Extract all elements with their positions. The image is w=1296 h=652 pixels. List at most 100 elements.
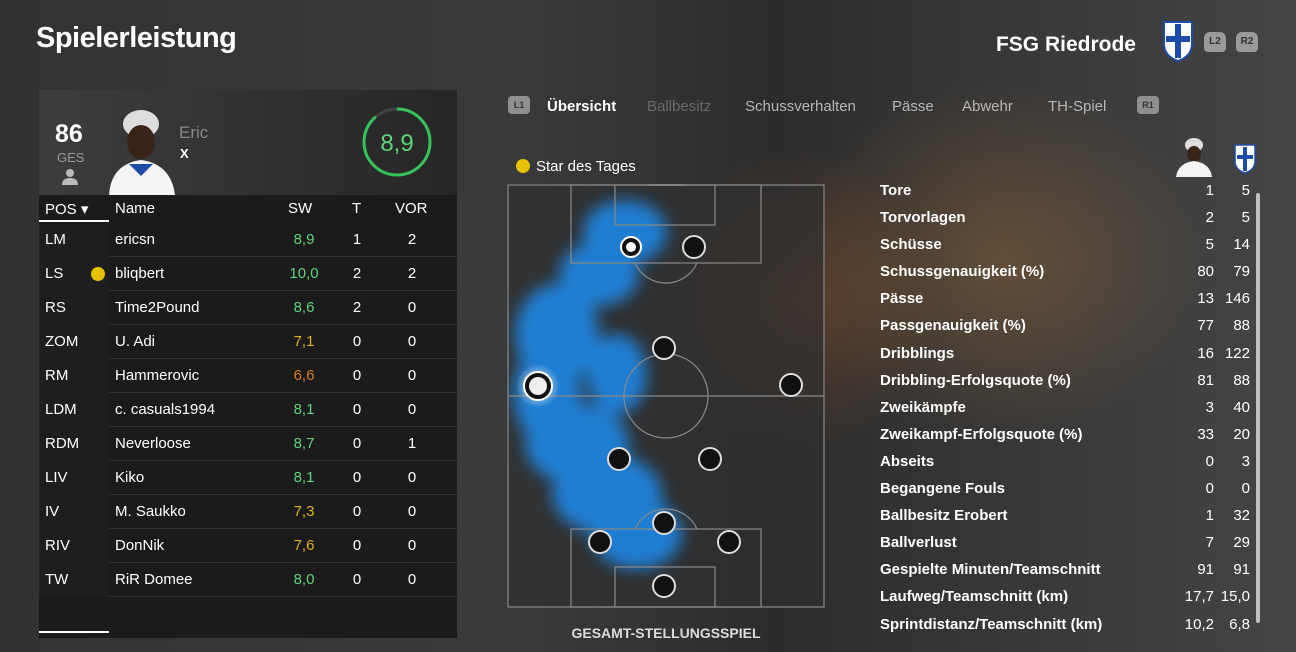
team-stat-value: 20 [1233, 425, 1250, 443]
club-name: FSG Riedrode [995, 33, 1136, 56]
overall-label: GES [57, 150, 85, 165]
pos-cell [39, 359, 109, 393]
position: ZOM [45, 333, 79, 350]
pos-cell [39, 325, 109, 359]
assists-value: 2 [407, 265, 417, 282]
vor-header: VOR [395, 200, 428, 217]
l2-button[interactable]: L2 [1204, 32, 1226, 52]
t-header: T [352, 200, 362, 217]
assists-value: 0 [407, 333, 417, 350]
table-row[interactable]: LIV Kiko 8,1 0 0 [39, 461, 457, 495]
stat-row: Torvorlagen 2 5 [880, 205, 1252, 232]
player-stat-value: 5 [1205, 236, 1214, 254]
pos-cell [39, 461, 109, 495]
pos-cell [39, 223, 109, 257]
stat-label: Abseits [880, 452, 935, 470]
team-stat-value: 15,0 [1220, 588, 1250, 606]
player-name: Kiko [115, 469, 145, 486]
r1-button[interactable]: R1 [1137, 96, 1159, 114]
team-stat-value: 88 [1233, 371, 1250, 389]
player-name: Hammerovic [115, 367, 200, 384]
tab-paesse[interactable]: Pässe [892, 98, 934, 115]
position: IV [45, 503, 60, 520]
goals-value: 0 [352, 401, 362, 418]
table-row[interactable]: RM Hammerovic 6,6 0 0 [39, 359, 457, 393]
goals-value: 1 [352, 231, 362, 248]
player-stat-value: 1 [1205, 507, 1214, 525]
l1-button[interactable]: L1 [508, 96, 530, 114]
table-row[interactable]: RDM Neverloose 8,7 0 1 [39, 427, 457, 461]
tab-schussverhalten[interactable]: Schussverhalten [745, 98, 856, 115]
stat-label: Passgenauigkeit (%) [880, 317, 1026, 335]
stat-row: Zweikampf-Erfolgsquote (%) 33 20 [880, 422, 1252, 449]
player-first-name: Eric [179, 123, 209, 142]
pos-cell [39, 529, 109, 563]
stats-scrollbar[interactable] [1256, 193, 1260, 623]
rating-value: 10,0 [289, 265, 319, 282]
sort-pos-header[interactable]: POS ▾ [45, 201, 89, 218]
player-name: Neverloose [115, 435, 191, 452]
tab-abwehr[interactable]: Abwehr [962, 98, 1013, 115]
table-row[interactable]: LDM c. casuals1994 8,1 0 0 [39, 393, 457, 427]
pos-cell [39, 495, 109, 529]
position: TW [45, 571, 69, 588]
table-row[interactable]: RS Time2Pound 8,6 2 0 [39, 291, 457, 325]
stat-label: Begangene Fouls [880, 480, 1006, 498]
stat-label: Pässe [880, 290, 924, 308]
tab-uebersicht[interactable]: Übersicht [547, 98, 617, 115]
player-name: ericsn [115, 231, 156, 248]
goals-value: 0 [352, 503, 362, 520]
team-stat-value: 146 [1224, 290, 1250, 308]
player-stat-value: 0 [1205, 480, 1214, 498]
rating-value: 8,1 [293, 469, 315, 486]
table-row[interactable]: IV M. Saukko 7,3 0 0 [39, 495, 457, 529]
player-stat-value: 81 [1197, 371, 1214, 389]
stat-label: Sprintdistanz/Teamschnitt (km) [880, 615, 1103, 633]
team-stat-value: 29 [1233, 534, 1250, 552]
player-name: M. Saukko [115, 503, 186, 520]
player-stat-value: 7 [1205, 534, 1214, 552]
goals-value: 0 [352, 435, 362, 452]
player-stat-value: 91 [1197, 561, 1214, 579]
stat-row: Abseits 0 3 [880, 449, 1252, 476]
rating-ring [362, 107, 432, 177]
team-stat-value: 5 [1241, 209, 1250, 227]
player-name: U. Adi [115, 333, 156, 350]
heatmap-caption: GESAMT-STELLUNGSSPIEL [571, 625, 761, 641]
team-stat-value: 5 [1241, 182, 1250, 199]
position: RDM [45, 435, 80, 452]
table-row[interactable]: RIV DonNik 7,6 0 0 [39, 529, 457, 563]
assists-value: 0 [407, 299, 417, 316]
rating-value: 8,0 [293, 571, 315, 588]
team-crest-icon [1234, 144, 1256, 174]
stat-label: Tore [880, 182, 912, 199]
tab-ballbesitz[interactable]: Ballbesitz [647, 98, 712, 115]
stat-row: Sprintdistanz/Teamschnitt (km) 10,2 6,8 [880, 612, 1252, 639]
stat-label: Gespielte Minuten/Teamschnitt [880, 561, 1101, 579]
position: LIV [45, 469, 68, 486]
player-name: Time2Pound [115, 299, 200, 316]
page-title: Spielerleistung [36, 22, 237, 54]
sw-header: SW [288, 200, 313, 217]
stat-label: Ballbesitz Erobert [880, 507, 1008, 525]
table-row[interactable]: LM ericsn 8,9 1 2 [39, 223, 457, 257]
stat-row: Ballverlust 7 29 [880, 530, 1252, 557]
position: LM [45, 231, 66, 248]
star-icon [516, 159, 530, 173]
team-stat-value: 3 [1241, 452, 1250, 470]
stat-row: Schüsse 5 14 [880, 232, 1252, 259]
table-row[interactable]: LS bliqbert 10,0 2 2 [39, 257, 457, 291]
goals-value: 2 [352, 265, 362, 282]
stat-label: Dribbling-Erfolgsquote (%) [880, 371, 1071, 389]
table-row[interactable]: ZOM U. Adi 7,1 0 0 [39, 325, 457, 359]
name-header: Name [115, 200, 156, 217]
stat-label: Schüsse [880, 236, 942, 254]
stat-row: Schussgenauigkeit (%) 80 79 [880, 259, 1252, 286]
stat-row: Tore 1 5 [880, 178, 1252, 205]
table-row[interactable]: TW RiR Domee 8,0 0 0 [39, 563, 457, 597]
player-name: DonNik [115, 537, 165, 554]
pos-cell [39, 393, 109, 427]
team-stat-value: 88 [1233, 317, 1250, 335]
tab-th-spiel[interactable]: TH-Spiel [1048, 98, 1107, 115]
r2-button[interactable]: R2 [1236, 32, 1258, 52]
